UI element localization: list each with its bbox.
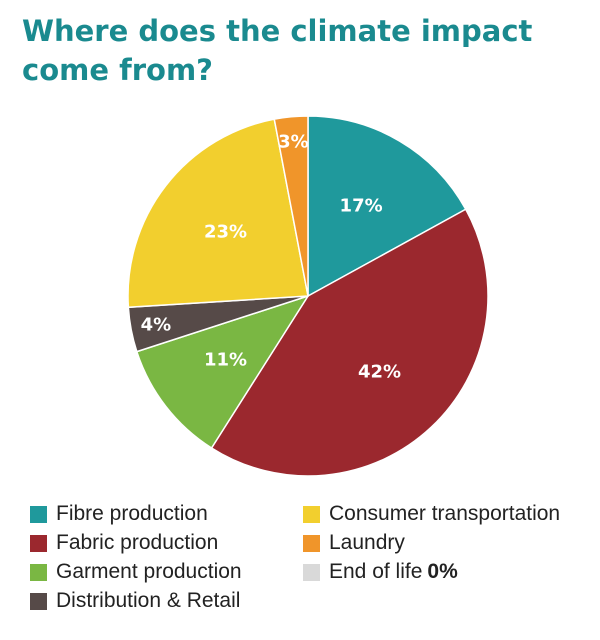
pie-slice-garment-production bbox=[135, 294, 310, 450]
pie-label-fabric-production: 42% bbox=[358, 362, 401, 383]
chart-title: Where does the climate impact come from? bbox=[22, 14, 533, 87]
pie-slice-fibre-production bbox=[307, 115, 467, 298]
pie-label-fibre-production: 17% bbox=[340, 196, 383, 217]
pie-label-garment-production: 11% bbox=[204, 350, 247, 371]
pie-slice-fabric-production bbox=[210, 208, 489, 477]
pie-label-distribution-retail: 4% bbox=[141, 315, 172, 336]
pie-label-consumer-transportation: 23% bbox=[204, 222, 247, 243]
pie-label-laundry: 3% bbox=[278, 131, 309, 152]
pie-slice-consumer-transportation bbox=[127, 118, 309, 309]
pie-slice-laundry bbox=[273, 115, 309, 297]
